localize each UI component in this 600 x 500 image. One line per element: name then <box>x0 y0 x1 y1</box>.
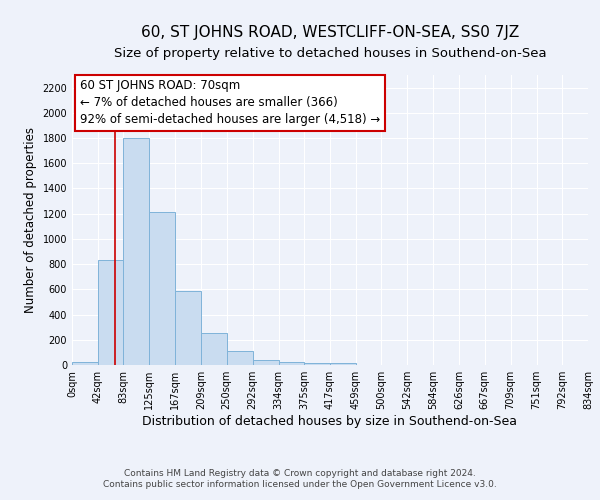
Bar <box>253 360 278 365</box>
Text: 60, ST JOHNS ROAD, WESTCLIFF-ON-SEA, SS0 7JZ: 60, ST JOHNS ROAD, WESTCLIFF-ON-SEA, SS0… <box>141 25 519 40</box>
Bar <box>278 362 304 365</box>
Text: Contains public sector information licensed under the Open Government Licence v3: Contains public sector information licen… <box>103 480 497 489</box>
Bar <box>304 363 330 365</box>
Bar <box>72 362 98 365</box>
Bar <box>227 350 253 365</box>
Text: 60 ST JOHNS ROAD: 70sqm
← 7% of detached houses are smaller (366)
92% of semi-de: 60 ST JOHNS ROAD: 70sqm ← 7% of detached… <box>80 80 380 126</box>
Y-axis label: Number of detached properties: Number of detached properties <box>24 127 37 313</box>
Bar <box>330 364 356 365</box>
Bar <box>98 260 124 365</box>
Bar <box>175 291 202 365</box>
X-axis label: Distribution of detached houses by size in Southend-on-Sea: Distribution of detached houses by size … <box>143 415 517 428</box>
Text: Size of property relative to detached houses in Southend-on-Sea: Size of property relative to detached ho… <box>113 48 547 60</box>
Bar <box>202 333 227 365</box>
Bar <box>124 138 149 365</box>
Text: Contains HM Land Registry data © Crown copyright and database right 2024.: Contains HM Land Registry data © Crown c… <box>124 468 476 477</box>
Bar <box>149 212 175 365</box>
